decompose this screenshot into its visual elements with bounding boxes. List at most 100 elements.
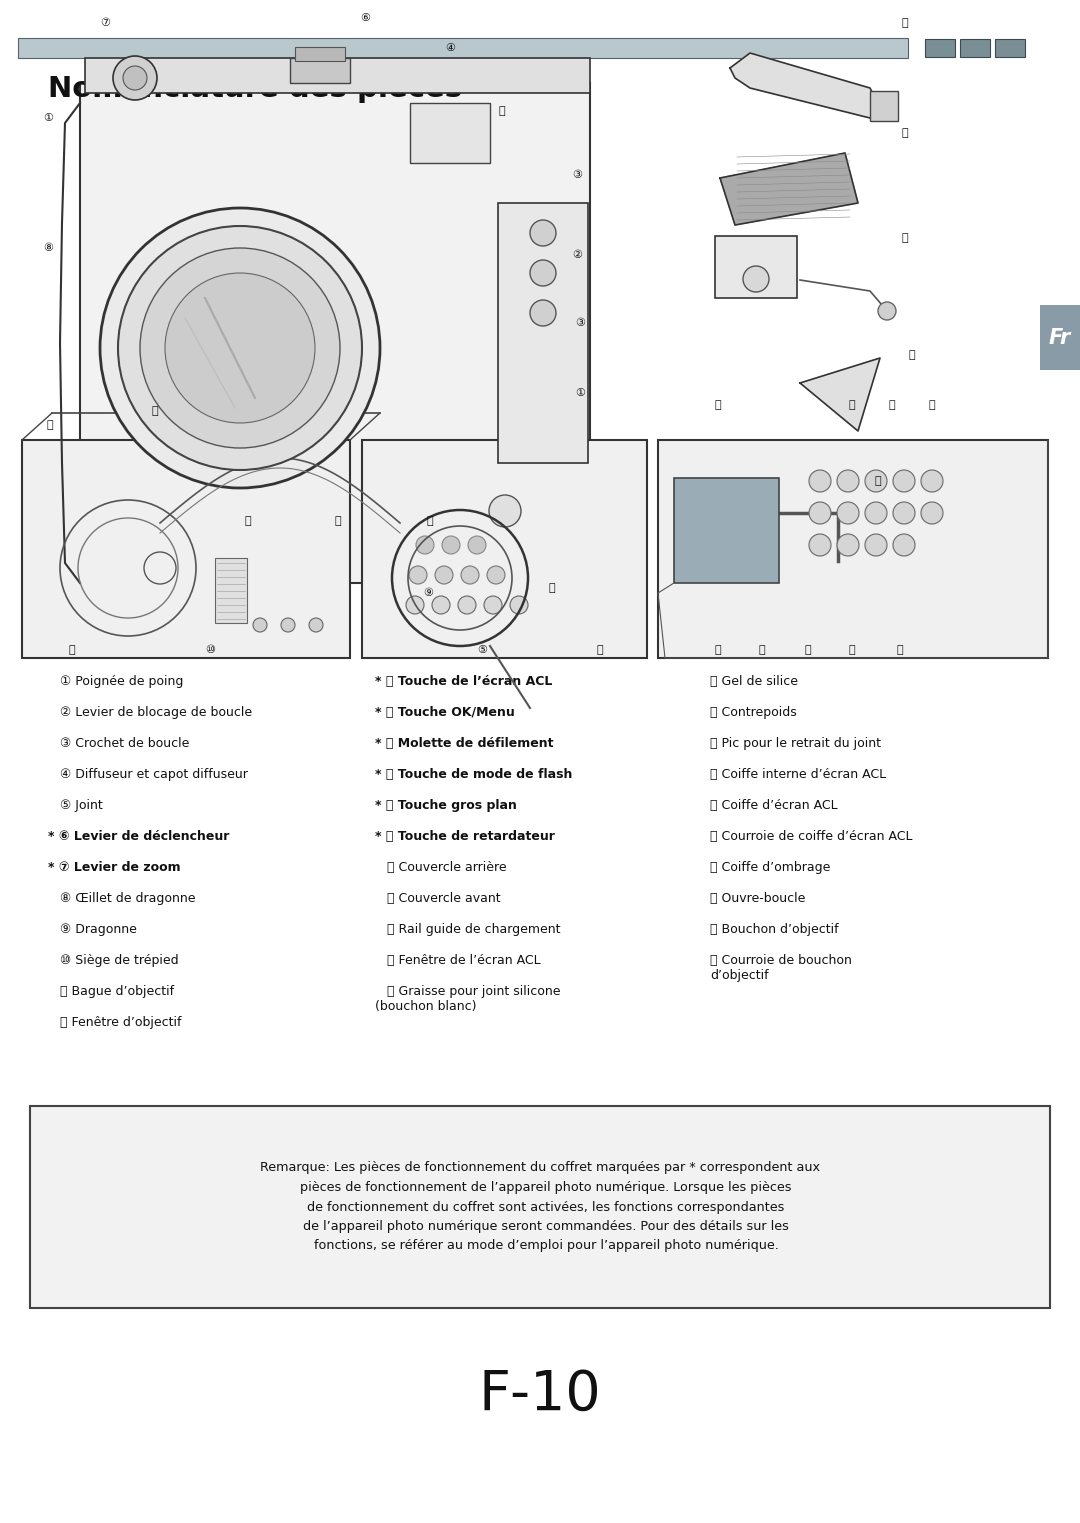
Text: ⑿ Bouchon d’objectif: ⑿ Bouchon d’objectif — [710, 923, 839, 937]
Circle shape — [100, 209, 380, 487]
Bar — [18, 38, 908, 58]
Text: ④: ④ — [445, 43, 455, 53]
Text: * ⑬ Touche de l’écran ACL: * ⑬ Touche de l’écran ACL — [375, 675, 552, 688]
Text: ㉜: ㉜ — [427, 516, 433, 525]
Text: ㉕: ㉕ — [902, 233, 908, 244]
Text: ⑩ Siège de trépied: ⑩ Siège de trépied — [48, 953, 178, 967]
Text: ⑺ Coiffe interne d’écran ACL: ⑺ Coiffe interne d’écran ACL — [710, 768, 886, 781]
Circle shape — [530, 260, 556, 286]
Polygon shape — [800, 358, 880, 431]
Text: ⑲: ⑲ — [715, 646, 721, 655]
Text: ⑴ Rail guide de chargement: ⑴ Rail guide de chargement — [375, 923, 561, 937]
Text: ⑳ Couvercle avant: ⑳ Couvercle avant — [375, 892, 501, 905]
Circle shape — [118, 225, 362, 471]
Text: ④ Diffuseur et capot diffuseur: ④ Diffuseur et capot diffuseur — [48, 768, 248, 781]
Text: F-10: F-10 — [478, 1368, 602, 1422]
Bar — [1040, 305, 1080, 370]
Circle shape — [253, 618, 267, 632]
Circle shape — [489, 495, 521, 527]
Bar — [715, 236, 797, 299]
Text: ⑭: ⑭ — [896, 646, 903, 655]
Bar — [362, 440, 647, 658]
Text: ① Poignée de poing: ① Poignée de poing — [48, 675, 184, 688]
Circle shape — [809, 535, 831, 556]
Circle shape — [123, 65, 147, 90]
Circle shape — [530, 300, 556, 326]
Text: ③: ③ — [572, 171, 582, 180]
Circle shape — [461, 567, 480, 583]
Text: ⑪ Bague d’objectif: ⑪ Bague d’objectif — [48, 985, 174, 998]
Circle shape — [140, 248, 340, 448]
Text: ⑾ Ouvre-boucle: ⑾ Ouvre-boucle — [710, 892, 806, 905]
Text: Fr: Fr — [1049, 327, 1071, 347]
Text: ⑤: ⑤ — [477, 646, 487, 655]
Text: ⑨ Dragonne: ⑨ Dragonne — [48, 923, 137, 937]
Circle shape — [865, 503, 887, 524]
Text: ㉘: ㉘ — [715, 401, 721, 410]
Circle shape — [409, 567, 427, 583]
Text: ㉙: ㉙ — [596, 646, 604, 655]
Text: ⑰: ⑰ — [889, 401, 895, 410]
Text: ①: ① — [575, 388, 585, 398]
Text: ㉖: ㉖ — [908, 350, 916, 359]
Text: ⑱: ⑱ — [849, 646, 855, 655]
Circle shape — [406, 595, 424, 614]
Bar — [674, 478, 779, 583]
Text: * ⑥ Levier de déclencheur: * ⑥ Levier de déclencheur — [48, 830, 229, 844]
Text: ⑸ Contrepoids: ⑸ Contrepoids — [710, 707, 797, 719]
Circle shape — [309, 618, 323, 632]
Text: ⑽ Coiffe d’ombrage: ⑽ Coiffe d’ombrage — [710, 860, 831, 874]
Circle shape — [458, 595, 476, 614]
Circle shape — [809, 503, 831, 524]
Text: ⑵ Fenêtre de l’écran ACL: ⑵ Fenêtre de l’écran ACL — [375, 953, 541, 967]
Text: ⑨: ⑨ — [423, 588, 433, 599]
Circle shape — [510, 595, 528, 614]
Bar — [85, 58, 590, 93]
Bar — [295, 47, 345, 61]
Bar — [215, 557, 247, 623]
Text: ㉓: ㉓ — [902, 18, 908, 27]
Circle shape — [893, 471, 915, 492]
Text: ⑻ Coiffe d’écran ACL: ⑻ Coiffe d’écran ACL — [710, 800, 838, 812]
Text: ㉑: ㉑ — [151, 407, 159, 416]
Text: ㉝: ㉝ — [335, 516, 341, 525]
Text: ㉒: ㉒ — [758, 646, 766, 655]
Circle shape — [837, 503, 859, 524]
Bar — [291, 58, 350, 82]
Text: ⑳: ⑳ — [499, 107, 505, 116]
Circle shape — [809, 471, 831, 492]
Bar — [658, 440, 1048, 658]
Circle shape — [487, 567, 505, 583]
Bar — [30, 1106, 1050, 1308]
Circle shape — [743, 267, 769, 292]
Text: * ⑰ Touche gros plan: * ⑰ Touche gros plan — [375, 800, 517, 812]
Bar — [924, 40, 955, 56]
Text: ②: ② — [572, 250, 582, 260]
Circle shape — [468, 536, 486, 554]
Text: ⑫: ⑫ — [245, 516, 252, 525]
Circle shape — [921, 503, 943, 524]
Text: ㉗: ㉗ — [549, 583, 555, 592]
Text: * ⑭ Touche OK/Menu: * ⑭ Touche OK/Menu — [375, 707, 515, 719]
Circle shape — [113, 56, 157, 101]
Text: ⑧ Œillet de dragonne: ⑧ Œillet de dragonne — [48, 892, 195, 905]
Text: ③ Crochet de boucle: ③ Crochet de boucle — [48, 737, 189, 749]
Text: ⑫ Fenêtre d’objectif: ⑫ Fenêtre d’objectif — [48, 1016, 181, 1030]
Circle shape — [165, 273, 315, 423]
Text: * ⑯ Touche de mode de flash: * ⑯ Touche de mode de flash — [375, 768, 572, 781]
Text: ⑲ Couvercle arrière: ⑲ Couvercle arrière — [375, 860, 507, 874]
Text: Remarque: Les pièces de fonctionnement du coffret marquées par * correspondent a: Remarque: Les pièces de fonctionnement d… — [260, 1162, 820, 1252]
Text: ⑬: ⑬ — [849, 401, 855, 410]
Circle shape — [837, 535, 859, 556]
Circle shape — [530, 219, 556, 247]
Text: ⒀ Courroie de bouchon
d’objectif: ⒀ Courroie de bouchon d’objectif — [710, 953, 852, 982]
Text: ⑤ Joint: ⑤ Joint — [48, 800, 103, 812]
Circle shape — [893, 535, 915, 556]
Bar — [22, 440, 350, 658]
Bar — [960, 40, 990, 56]
Bar — [498, 203, 588, 463]
Circle shape — [435, 567, 453, 583]
Bar — [80, 82, 590, 583]
Circle shape — [837, 471, 859, 492]
Text: ⑷ Gel de silice: ⑷ Gel de silice — [710, 675, 798, 688]
